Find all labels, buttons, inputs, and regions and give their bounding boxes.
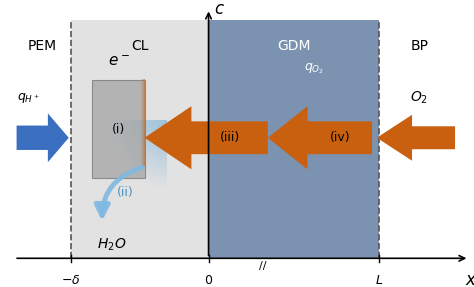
- Text: BP: BP: [410, 39, 428, 53]
- Text: $L$: $L$: [375, 274, 383, 287]
- Text: $0$: $0$: [204, 274, 213, 287]
- Bar: [92, 80, 145, 178]
- Bar: [209, 20, 379, 258]
- Text: (ii): (ii): [117, 186, 134, 199]
- Text: $c$: $c$: [214, 0, 225, 18]
- Text: CL: CL: [131, 39, 148, 53]
- Polygon shape: [145, 106, 268, 169]
- Text: (iii): (iii): [219, 131, 240, 144]
- Text: $q_{H^+}$: $q_{H^+}$: [17, 91, 39, 104]
- Bar: [71, 20, 209, 258]
- Polygon shape: [268, 106, 372, 169]
- Text: (iv): (iv): [329, 131, 350, 144]
- Polygon shape: [17, 113, 69, 162]
- FancyArrowPatch shape: [96, 167, 142, 216]
- Text: $x$: $x$: [465, 271, 474, 287]
- Text: $q_{O_2}$: $q_{O_2}$: [304, 62, 324, 76]
- Text: $O_2$: $O_2$: [410, 89, 428, 106]
- Text: PEM: PEM: [28, 39, 57, 53]
- Text: $H_2O$: $H_2O$: [97, 237, 126, 253]
- Text: GDM: GDM: [277, 39, 310, 53]
- Polygon shape: [377, 115, 455, 161]
- Text: $e^-$: $e^-$: [108, 54, 129, 69]
- Text: $-\delta$: $-\delta$: [61, 274, 81, 287]
- Text: (i): (i): [112, 123, 125, 136]
- Text: //: //: [259, 261, 267, 271]
